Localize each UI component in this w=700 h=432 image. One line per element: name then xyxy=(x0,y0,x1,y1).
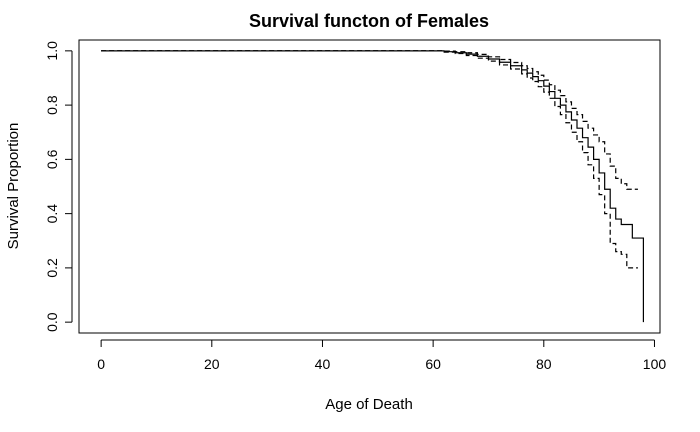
x-axis-label: Age of Death xyxy=(325,396,413,413)
y-tick-label: 0.0 xyxy=(44,312,60,332)
y-tick-label: 1.0 xyxy=(44,41,60,61)
survival-curve xyxy=(101,50,644,323)
x-tick-label: 40 xyxy=(315,356,331,372)
y-axis-label: Survival Proportion xyxy=(5,123,22,250)
x-tick-label: 60 xyxy=(425,356,441,372)
x-axis: 0 20 40 60 80 100 xyxy=(97,339,667,372)
x-tick-label: 0 xyxy=(97,356,105,372)
y-tick-label: 0.6 xyxy=(44,149,60,169)
confidence-band-2 xyxy=(101,50,638,269)
y-tick-label: 0.8 xyxy=(44,95,60,115)
x-tick-label: 100 xyxy=(643,356,667,372)
y-tick-label: 0.4 xyxy=(44,204,60,224)
series-layer xyxy=(101,50,644,323)
x-tick-label: 80 xyxy=(536,356,552,372)
confidence-band-1 xyxy=(101,50,638,190)
y-tick-label: 0.2 xyxy=(44,258,60,278)
y-axis: 0.0 0.2 0.4 0.6 0.8 1.0 xyxy=(44,41,73,332)
plot-frame xyxy=(78,39,661,334)
chart-title: Survival functon of Females xyxy=(249,11,489,31)
x-tick-label: 20 xyxy=(204,356,220,372)
